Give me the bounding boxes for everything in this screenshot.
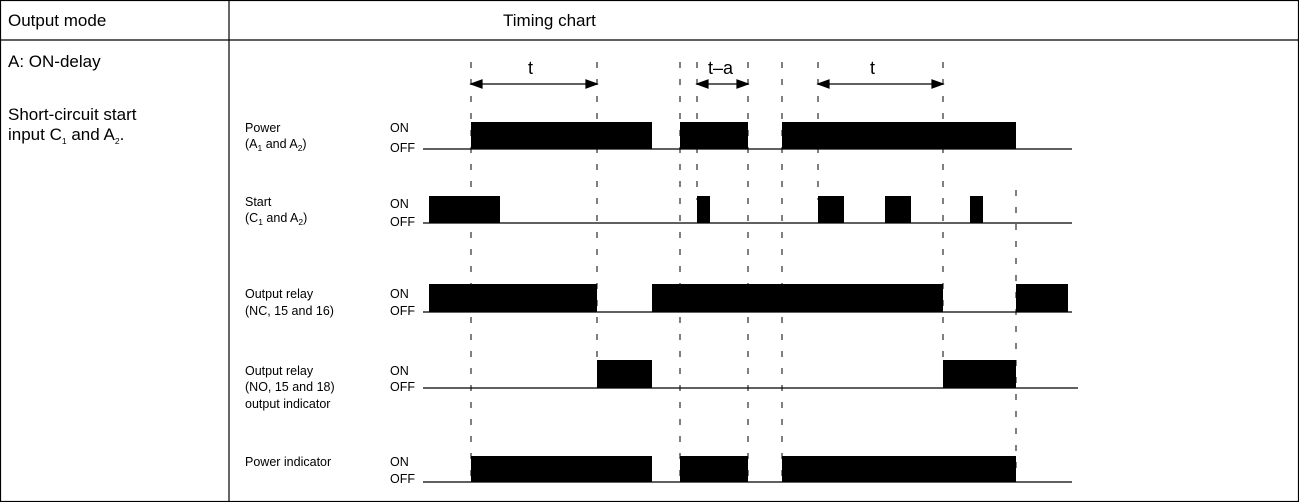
signal-sublabel: output indicator: [245, 397, 330, 411]
signal-sublabel: (A1 and A2): [245, 137, 307, 153]
signal-label: Output relay: [245, 364, 314, 378]
on-pulse: [970, 196, 983, 223]
signal-output-relay-no: Output relay (NO, 15 and 18) output indi…: [245, 360, 1078, 411]
signal-start: Start (C1 and A2) ON OFF: [245, 195, 1072, 229]
on-pulse: [782, 122, 1016, 149]
mode-name: A: ON-delay: [8, 52, 101, 71]
on-label: ON: [390, 121, 409, 135]
signal-sublabel: (NO, 15 and 18): [245, 380, 335, 394]
header-output-mode: Output mode: [8, 11, 106, 30]
on-pulse: [680, 122, 748, 149]
on-pulse: [943, 360, 1016, 388]
arrowhead: [816, 79, 830, 89]
on-pulse: [1016, 284, 1068, 312]
on-label: ON: [390, 197, 409, 211]
signal-label: Start: [245, 195, 272, 209]
on-pulse: [471, 122, 652, 149]
off-label: OFF: [390, 304, 415, 318]
mode-desc-line1: Short-circuit start: [8, 105, 137, 124]
arrowhead: [469, 79, 483, 89]
off-label: OFF: [390, 380, 415, 394]
on-pulse: [429, 196, 500, 223]
signal-label: Power: [245, 121, 280, 135]
timing-label-t1: t: [528, 58, 533, 78]
on-label: ON: [390, 455, 409, 469]
on-pulse: [818, 196, 844, 223]
signal-power: Power (A1 and A2) ON OFF: [245, 121, 1072, 155]
arrowhead: [736, 79, 750, 89]
off-label: OFF: [390, 141, 415, 155]
arrowhead: [585, 79, 599, 89]
timing-label-t2: t: [870, 58, 875, 78]
mode-desc-line2: input C1 and A2.: [8, 125, 124, 146]
on-pulse: [697, 196, 710, 223]
on-label: ON: [390, 364, 409, 378]
on-pulse: [652, 284, 943, 312]
on-pulse: [429, 284, 597, 312]
on-pulse: [885, 196, 911, 223]
on-label: ON: [390, 287, 409, 301]
signal-label: Power indicator: [245, 455, 331, 469]
on-pulse: [680, 456, 748, 482]
on-pulse: [471, 456, 652, 482]
signal-power-indicator: Power indicator ON OFF: [245, 455, 1072, 486]
timing-arrows: [469, 79, 945, 89]
arrowhead: [931, 79, 945, 89]
signal-label: Output relay: [245, 287, 314, 301]
timing-label-ta: t–a: [708, 58, 734, 78]
arrowhead: [695, 79, 709, 89]
signal-sublabel: (C1 and A2): [245, 211, 307, 227]
header-timing-chart: Timing chart: [503, 11, 596, 30]
signal-sublabel: (NC, 15 and 16): [245, 304, 334, 318]
on-pulse: [782, 456, 1016, 482]
on-pulse: [597, 360, 652, 388]
off-label: OFF: [390, 472, 415, 486]
signal-output-relay-nc: Output relay (NC, 15 and 16) ON OFF: [245, 284, 1072, 318]
off-label: OFF: [390, 215, 415, 229]
